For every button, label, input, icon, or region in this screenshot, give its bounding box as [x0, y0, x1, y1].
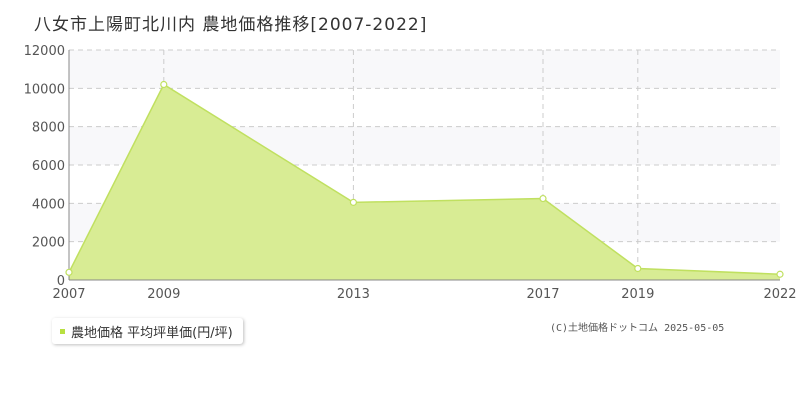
credit-text: (C)土地価格ドットコム 2025-05-05 — [550, 323, 725, 334]
x-tick-label: 2022 — [763, 287, 796, 302]
y-tick-label: 4000 — [32, 197, 65, 212]
x-axis-ticks: 2007 2009 2013 2017 2019 2022 — [52, 287, 796, 302]
y-tick-label: 0 — [57, 274, 65, 289]
data-point — [349, 198, 357, 206]
area-series — [68, 83, 781, 280]
data-point — [539, 194, 547, 203]
x-tick-label: 2019 — [621, 287, 654, 302]
data-point — [160, 80, 168, 89]
x-tick-label: 2007 — [52, 287, 85, 302]
y-tick-label: 8000 — [32, 121, 65, 136]
y-tick-label: 6000 — [32, 159, 65, 174]
legend: 農地価格 平均坪単価(円/坪) — [52, 318, 243, 344]
x-tick-label: 2017 — [526, 287, 559, 302]
data-markers — [65, 80, 784, 278]
chart-title: 八女市上陽町北川内 農地価格推移[2007-2022] — [34, 15, 428, 35]
x-tick-label: 2013 — [337, 287, 370, 302]
legend-label: 農地価格 平均坪単価(円/坪) — [71, 325, 233, 341]
y-axis-ticks: 0 2000 4000 6000 8000 10000 12000 — [24, 44, 65, 289]
data-point — [65, 268, 73, 276]
axes — [68, 50, 780, 281]
x-tick-label: 2009 — [147, 287, 180, 302]
series-line — [68, 83, 781, 275]
plot-band — [69, 50, 780, 89]
data-point — [634, 264, 642, 273]
y-tick-label: 2000 — [32, 236, 65, 251]
area-fill — [69, 84, 780, 280]
legend-swatch — [60, 328, 65, 334]
y-tick-label: 10000 — [24, 82, 65, 97]
y-tick-label: 12000 — [24, 44, 65, 59]
data-point — [776, 270, 784, 278]
